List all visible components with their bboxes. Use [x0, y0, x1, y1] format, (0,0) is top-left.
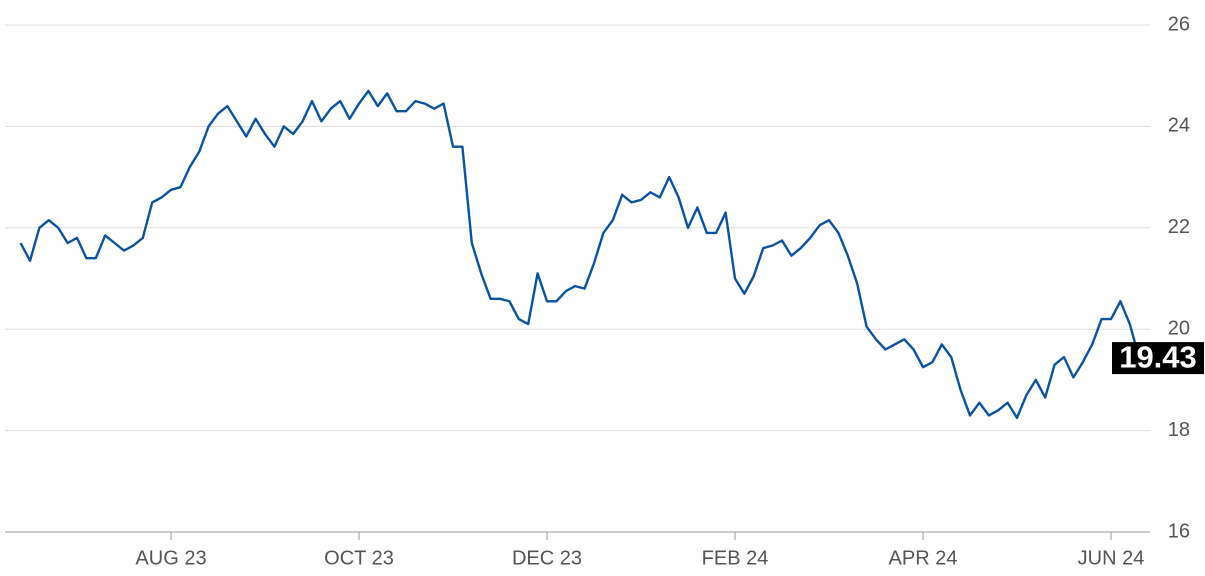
price-line	[19, 89, 1141, 420]
y-tick-label: 22	[1168, 216, 1190, 238]
x-tick-label: FEB 24	[702, 547, 769, 569]
x-tick-label: AUG 23	[135, 547, 206, 569]
x-tick-label: JUN 24	[1078, 547, 1145, 569]
x-tick-label: OCT 23	[324, 547, 394, 569]
y-tick-label: 18	[1168, 419, 1190, 441]
last-value-badge	[1112, 342, 1204, 375]
last-value-label: 19.43	[1119, 339, 1197, 374]
x-tick-label: DEC 23	[512, 547, 582, 569]
x-tick-label: APR 24	[889, 547, 958, 569]
y-tick-label: 16	[1168, 520, 1190, 542]
y-tick-label: 20	[1168, 317, 1190, 339]
y-tick-label: 26	[1168, 13, 1190, 35]
y-tick-label: 24	[1168, 115, 1190, 137]
